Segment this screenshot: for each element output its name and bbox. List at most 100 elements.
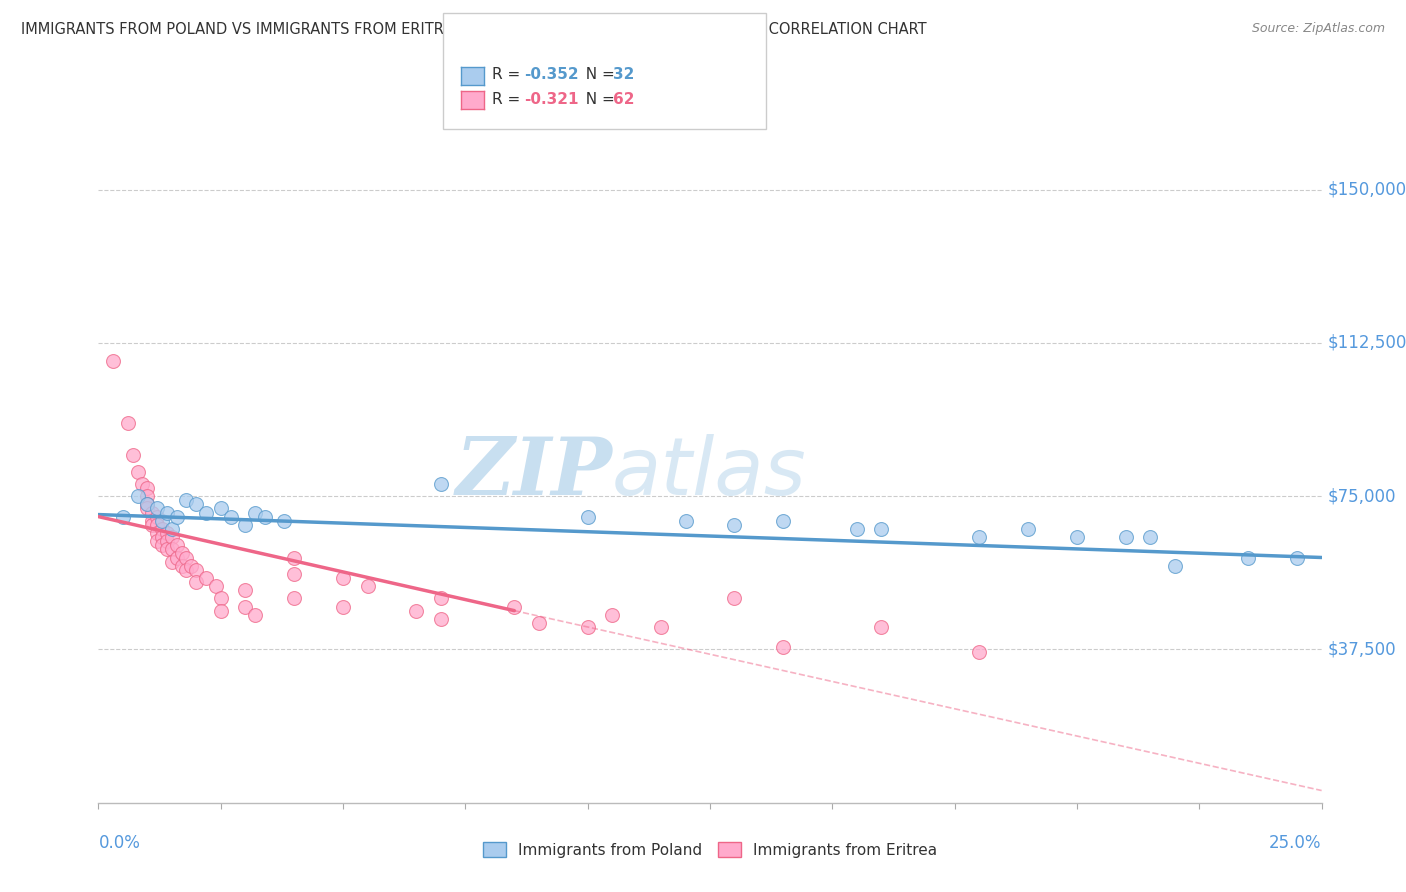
- Point: [576, 509, 599, 524]
- Text: 62: 62: [613, 93, 634, 107]
- Text: -0.352: -0.352: [524, 68, 579, 82]
- Point: [146, 509, 169, 524]
- Text: -0.321: -0.321: [524, 93, 579, 107]
- Point: [127, 489, 149, 503]
- Point: [675, 514, 697, 528]
- Point: [150, 538, 173, 552]
- Text: ZIP: ZIP: [456, 434, 612, 512]
- Point: [156, 506, 179, 520]
- Point: [186, 575, 208, 590]
- Text: N =: N =: [576, 93, 620, 107]
- Point: [233, 583, 256, 598]
- Point: [723, 517, 745, 532]
- Point: [209, 591, 232, 606]
- Point: [176, 550, 198, 565]
- Point: [576, 620, 599, 634]
- Point: [600, 607, 623, 622]
- Point: [166, 538, 188, 552]
- Text: 0.0%: 0.0%: [98, 834, 141, 852]
- Point: [131, 477, 153, 491]
- Point: [723, 591, 745, 606]
- Point: [1017, 522, 1039, 536]
- Point: [870, 620, 893, 634]
- Point: [186, 563, 208, 577]
- Point: [160, 542, 183, 557]
- Text: $150,000: $150,000: [1327, 180, 1406, 199]
- Text: $37,500: $37,500: [1327, 640, 1396, 658]
- Point: [121, 448, 143, 462]
- Point: [160, 530, 183, 544]
- Point: [150, 530, 173, 544]
- Point: [1115, 530, 1137, 544]
- Point: [166, 509, 188, 524]
- Point: [101, 354, 124, 368]
- Point: [150, 514, 173, 528]
- Point: [356, 579, 378, 593]
- Text: $75,000: $75,000: [1327, 487, 1396, 505]
- Point: [503, 599, 526, 614]
- Point: [772, 640, 794, 655]
- Point: [166, 550, 188, 565]
- Point: [332, 599, 354, 614]
- Point: [136, 481, 159, 495]
- Point: [967, 644, 990, 658]
- Text: $112,500: $112,500: [1327, 334, 1406, 351]
- Point: [233, 517, 256, 532]
- Point: [650, 620, 672, 634]
- Point: [160, 522, 183, 536]
- Point: [1237, 550, 1260, 565]
- Point: [141, 514, 163, 528]
- Point: [209, 604, 232, 618]
- Point: [156, 526, 179, 541]
- Point: [273, 514, 295, 528]
- Point: [209, 501, 232, 516]
- Point: [967, 530, 990, 544]
- Text: IMMIGRANTS FROM POLAND VS IMMIGRANTS FROM ERITREA HOUSEHOLDER INCOME OVER 65 YEA: IMMIGRANTS FROM POLAND VS IMMIGRANTS FRO…: [21, 22, 927, 37]
- Text: R =: R =: [492, 93, 526, 107]
- Point: [136, 497, 159, 511]
- Point: [170, 558, 193, 573]
- Point: [136, 497, 159, 511]
- Point: [146, 501, 169, 516]
- Point: [111, 509, 134, 524]
- Point: [870, 522, 893, 536]
- Point: [170, 546, 193, 560]
- Point: [233, 599, 256, 614]
- Text: 25.0%: 25.0%: [1270, 834, 1322, 852]
- Text: 32: 32: [613, 68, 634, 82]
- Text: Source: ZipAtlas.com: Source: ZipAtlas.com: [1251, 22, 1385, 36]
- Point: [146, 526, 169, 541]
- Point: [176, 563, 198, 577]
- Point: [253, 509, 276, 524]
- Point: [1286, 550, 1309, 565]
- Point: [283, 550, 305, 565]
- Point: [332, 571, 354, 585]
- Point: [430, 477, 453, 491]
- Text: R =: R =: [492, 68, 526, 82]
- Point: [195, 571, 218, 585]
- Point: [176, 493, 198, 508]
- Point: [405, 604, 427, 618]
- Point: [141, 517, 163, 532]
- Point: [146, 534, 169, 549]
- Point: [772, 514, 794, 528]
- Point: [243, 607, 266, 622]
- Point: [1164, 558, 1187, 573]
- Point: [127, 465, 149, 479]
- Point: [527, 615, 550, 630]
- Point: [136, 501, 159, 516]
- Point: [430, 591, 453, 606]
- Point: [1139, 530, 1161, 544]
- Point: [136, 489, 159, 503]
- Point: [117, 416, 139, 430]
- Point: [180, 558, 202, 573]
- Point: [283, 566, 305, 581]
- Point: [845, 522, 868, 536]
- Point: [205, 579, 228, 593]
- Point: [186, 497, 208, 511]
- Point: [160, 555, 183, 569]
- Point: [219, 509, 242, 524]
- Point: [156, 542, 179, 557]
- Point: [430, 612, 453, 626]
- Legend: Immigrants from Poland, Immigrants from Eritrea: Immigrants from Poland, Immigrants from …: [477, 836, 943, 863]
